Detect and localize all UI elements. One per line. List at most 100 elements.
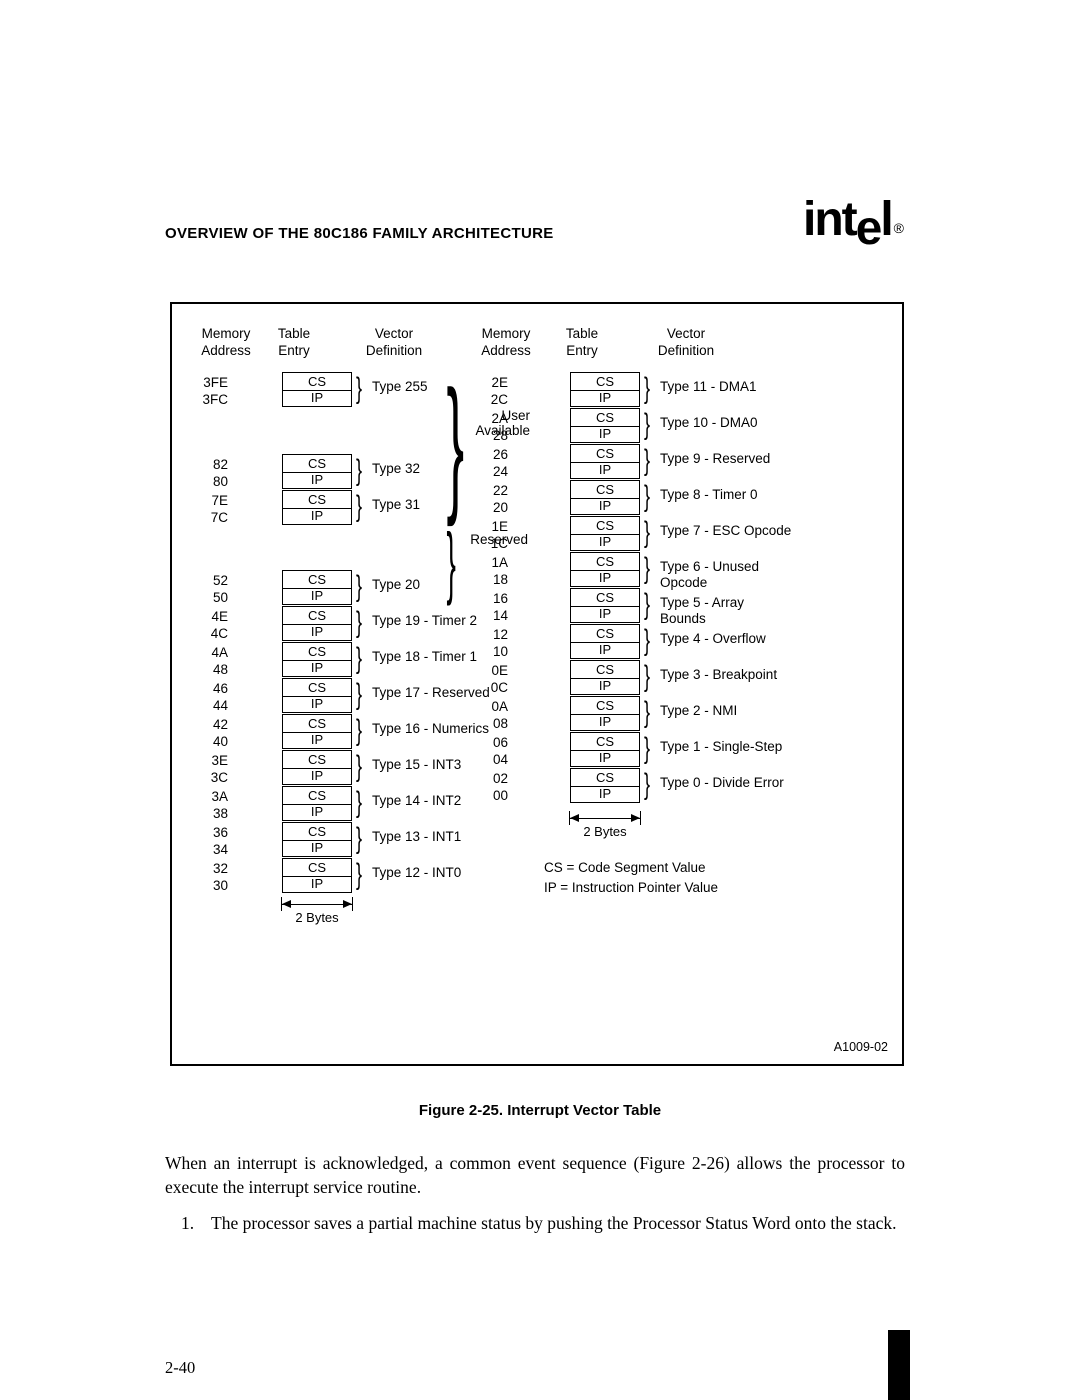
table-entry-ip: IP [570, 569, 640, 587]
table-entry-ip: IP [282, 507, 352, 525]
brace-icon: } [356, 572, 362, 602]
memory-address: 12 [474, 627, 508, 642]
memory-address: 10 [474, 644, 508, 659]
table-entry-ip: IP [570, 533, 640, 551]
vector-definition: Type 13 - INT1 [372, 829, 532, 845]
memory-address: 0A [474, 699, 508, 714]
brace-icon: } [644, 482, 650, 512]
memory-address: 36 [194, 825, 228, 840]
brace-icon: } [356, 680, 362, 710]
tick [640, 811, 641, 825]
table-entry-ip: IP [570, 785, 640, 803]
brace-icon: } [356, 860, 362, 890]
memory-address: 46 [194, 681, 228, 696]
memory-address: 30 [194, 878, 228, 893]
logo-pre: int [803, 193, 856, 246]
list-number: 1. [181, 1212, 194, 1236]
memory-address: 34 [194, 842, 228, 857]
memory-address: 3FE [194, 375, 228, 390]
memory-address: 80 [194, 474, 228, 489]
vector-definition: Type 16 - Numerics [372, 721, 532, 737]
brace-icon: } [644, 374, 650, 404]
table-entry-ip: IP [570, 641, 640, 659]
logo-post: l [880, 193, 891, 246]
vector-definition: Type 2 - NMI [660, 703, 820, 719]
logo-registered: ® [894, 220, 902, 236]
memory-address: 52 [194, 573, 228, 588]
table-entry-ip: IP [570, 425, 640, 443]
figure-id: A1009-02 [834, 1040, 888, 1054]
brace-icon: } [356, 824, 362, 854]
memory-address: 4C [194, 626, 228, 641]
table-entry-ip: IP [282, 731, 352, 749]
vector-definition: Type 8 - Timer 0 [660, 487, 820, 503]
body-paragraph: When an interrupt is acknowledged, a com… [165, 1152, 905, 1199]
brace-icon: } [356, 456, 362, 486]
vector-definition: Type 17 - Reserved [372, 685, 532, 701]
brace-icon: } [644, 698, 650, 728]
memory-address: 0E [474, 663, 508, 678]
brace-icon: } [356, 374, 362, 404]
table-entry-ip: IP [282, 767, 352, 785]
memory-address: 2E [474, 375, 508, 390]
table-entry-ip: IP [570, 389, 640, 407]
header-memory-address: Memory Address [196, 326, 256, 360]
body-list-item: 1. The processor saves a partial machine… [165, 1212, 905, 1236]
table-entry-ip: IP [570, 677, 640, 695]
brace-icon: } [644, 662, 650, 692]
table-entry-ip: IP [282, 659, 352, 677]
memory-address: 4E [194, 609, 228, 624]
memory-address: 00 [474, 788, 508, 803]
brace-icon: } [356, 788, 362, 818]
memory-address: 2C [474, 392, 508, 407]
vector-definition: Type 14 - INT2 [372, 793, 532, 809]
section-title: OVERVIEW OF THE 80C186 FAMILY ARCHITECTU… [165, 225, 554, 242]
memory-address: 3E [194, 753, 228, 768]
memory-address: 02 [474, 771, 508, 786]
big-brace-icon: } [447, 522, 452, 602]
arrow-2bytes [282, 904, 352, 905]
memory-address: 14 [474, 608, 508, 623]
brace-icon: } [644, 770, 650, 800]
memory-address: 3C [194, 770, 228, 785]
table-entry-ip: IP [282, 839, 352, 857]
memory-address: 42 [194, 717, 228, 732]
memory-address: 04 [474, 752, 508, 767]
brace-icon: } [644, 446, 650, 476]
brace-icon: } [356, 492, 362, 522]
memory-address: 1A [474, 555, 508, 570]
memory-address: 20 [474, 500, 508, 515]
memory-address: 44 [194, 698, 228, 713]
memory-address: 4A [194, 645, 228, 660]
header-vector-definition: Vector Definition [354, 326, 434, 360]
vector-definition: Type 10 - DMA0 [660, 415, 820, 431]
memory-address: 16 [474, 591, 508, 606]
memory-address: 26 [474, 447, 508, 462]
tick [352, 897, 353, 911]
vector-definition: Type 0 - Divide Error [660, 775, 820, 791]
brace-icon: } [644, 590, 650, 620]
memory-address: 82 [194, 457, 228, 472]
table-entry-ip: IP [570, 605, 640, 623]
figure-interrupt-vector-table: A1009-02 Memory AddressTable EntryVector… [170, 302, 904, 1066]
side-label-user-available: User Available [464, 408, 530, 438]
table-entry-ip: IP [282, 471, 352, 489]
memory-address: 32 [194, 861, 228, 876]
memory-address: 08 [474, 716, 508, 731]
vector-definition: Type 7 - ESC Opcode [660, 523, 820, 539]
legend-ip: IP = Instruction Pointer Value [544, 880, 718, 896]
vector-definition: Type 6 - Unused Opcode [660, 559, 820, 590]
arrow-2bytes [570, 818, 640, 819]
memory-address: 50 [194, 590, 228, 605]
table-entry-ip: IP [570, 497, 640, 515]
memory-address: 06 [474, 735, 508, 750]
memory-address: 0C [474, 680, 508, 695]
list-text: The processor saves a partial machine st… [211, 1212, 905, 1236]
vector-definition: Type 3 - Breakpoint [660, 667, 820, 683]
brace-icon: } [356, 752, 362, 782]
legend-cs: CS = Code Segment Value [544, 860, 705, 876]
intel-logo: intel® [803, 192, 900, 247]
memory-address: 18 [474, 572, 508, 587]
table-entry-ip: IP [570, 713, 640, 731]
memory-address: 48 [194, 662, 228, 677]
